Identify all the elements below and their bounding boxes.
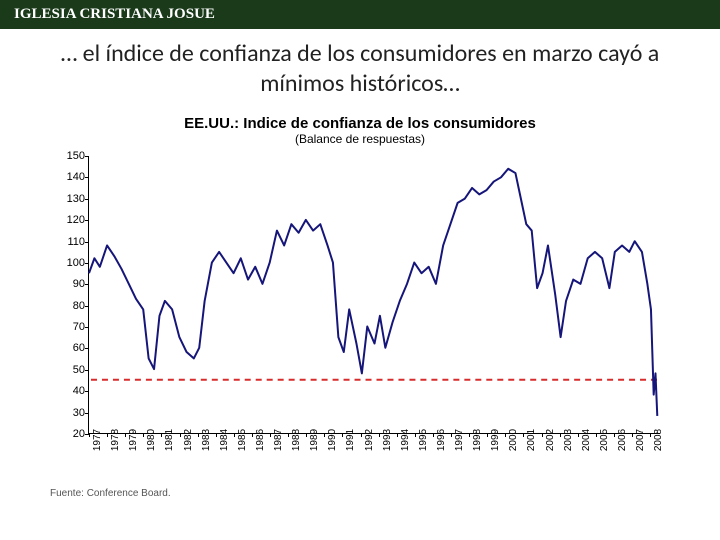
x-tick-mark	[487, 433, 488, 437]
y-tick-label: 140	[55, 171, 85, 183]
x-tick-mark	[560, 433, 561, 437]
y-tick-mark	[85, 327, 89, 328]
chart-source: Fuente: Conference Board.	[50, 488, 670, 499]
y-tick-mark	[85, 220, 89, 221]
y-tick-label: 150	[55, 150, 85, 162]
x-tick-mark	[379, 433, 380, 437]
x-tick-mark	[324, 433, 325, 437]
y-tick-mark	[85, 306, 89, 307]
y-tick-mark	[85, 413, 89, 414]
x-tick-mark	[505, 433, 506, 437]
y-tick-label: 60	[55, 342, 85, 354]
x-tick-mark	[342, 433, 343, 437]
slide-title: … el índice de confianza de los consumid…	[0, 29, 720, 107]
x-tick-mark	[216, 433, 217, 437]
y-tick-label: 130	[55, 193, 85, 205]
y-tick-mark	[85, 348, 89, 349]
y-tick-mark	[85, 242, 89, 243]
org-name: IGLESIA CRISTIANA JOSUE	[14, 6, 215, 22]
y-tick-mark	[85, 263, 89, 264]
y-tick-label: 100	[55, 257, 85, 269]
plot-outer: 2030405060708090100110120130140150197719…	[88, 156, 660, 456]
x-tick-mark	[632, 433, 633, 437]
x-tick-mark	[614, 433, 615, 437]
y-tick-label: 120	[55, 214, 85, 226]
header-bar: IGLESIA CRISTIANA JOSUE	[0, 0, 720, 29]
plot-area: 2030405060708090100110120130140150197719…	[88, 156, 660, 434]
x-tick-mark	[578, 433, 579, 437]
x-tick-mark	[523, 433, 524, 437]
x-tick-mark	[361, 433, 362, 437]
x-tick-mark	[650, 433, 651, 437]
x-tick-mark	[433, 433, 434, 437]
x-tick-mark	[180, 433, 181, 437]
y-tick-mark	[85, 177, 89, 178]
x-tick-mark	[252, 433, 253, 437]
x-tick-mark	[270, 433, 271, 437]
y-tick-mark	[85, 370, 89, 371]
y-tick-label: 90	[55, 278, 85, 290]
chart-container: EE.UU.: Indice de confianza de los consu…	[50, 115, 670, 499]
x-tick-mark	[397, 433, 398, 437]
x-tick-mark	[596, 433, 597, 437]
x-tick-mark	[451, 433, 452, 437]
y-tick-label: 80	[55, 300, 85, 312]
x-tick-mark	[306, 433, 307, 437]
x-tick-mark	[143, 433, 144, 437]
x-tick-mark	[107, 433, 108, 437]
y-tick-mark	[85, 391, 89, 392]
x-tick-mark	[469, 433, 470, 437]
y-tick-label: 70	[55, 321, 85, 333]
y-tick-label: 40	[55, 385, 85, 397]
x-tick-mark	[89, 433, 90, 437]
x-tick-mark	[125, 433, 126, 437]
chart-title: EE.UU.: Indice de confianza de los consu…	[50, 115, 670, 132]
chart-subtitle: (Balance de respuestas)	[50, 132, 670, 146]
y-tick-label: 30	[55, 407, 85, 419]
y-tick-label: 110	[55, 236, 85, 248]
y-tick-label: 20	[55, 428, 85, 440]
x-tick-mark	[198, 433, 199, 437]
y-tick-mark	[85, 284, 89, 285]
x-tick-mark	[542, 433, 543, 437]
confidence-line	[89, 169, 657, 416]
chart-svg	[89, 156, 660, 433]
y-tick-mark	[85, 199, 89, 200]
y-tick-mark	[85, 156, 89, 157]
x-tick-mark	[415, 433, 416, 437]
x-tick-mark	[288, 433, 289, 437]
x-tick-mark	[234, 433, 235, 437]
x-tick-mark	[161, 433, 162, 437]
y-tick-label: 50	[55, 364, 85, 376]
